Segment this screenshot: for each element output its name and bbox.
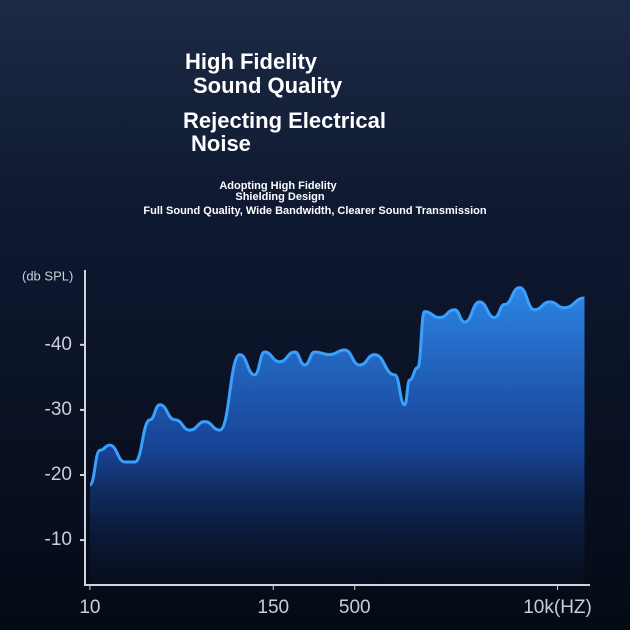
y-tick-label: -40 [45,334,72,355]
headline: High Fidelity [185,49,318,74]
area-line [88,286,585,487]
x-tick-label: 150 [257,597,289,618]
headline: Noise [191,131,251,156]
x-tick-label: 10 [79,597,100,618]
subtitle: Full Sound Quality, Wide Bandwidth, Clea… [143,205,486,217]
x-tick-label: 10k(HZ) [523,597,592,618]
y-tick-label: -10 [45,529,72,550]
subtitle: Shielding Design [235,191,325,203]
headline: Rejecting Electrical [183,108,386,133]
area-fill [89,287,585,584]
subtitle: Adopting High Fidelity [219,180,337,192]
y-tick-label: -30 [45,399,72,420]
y-tick-label: -20 [45,464,72,485]
y-axis-label: (db SPL) [22,268,73,283]
headline: Sound Quality [193,73,343,98]
x-tick-label: 500 [339,597,371,618]
